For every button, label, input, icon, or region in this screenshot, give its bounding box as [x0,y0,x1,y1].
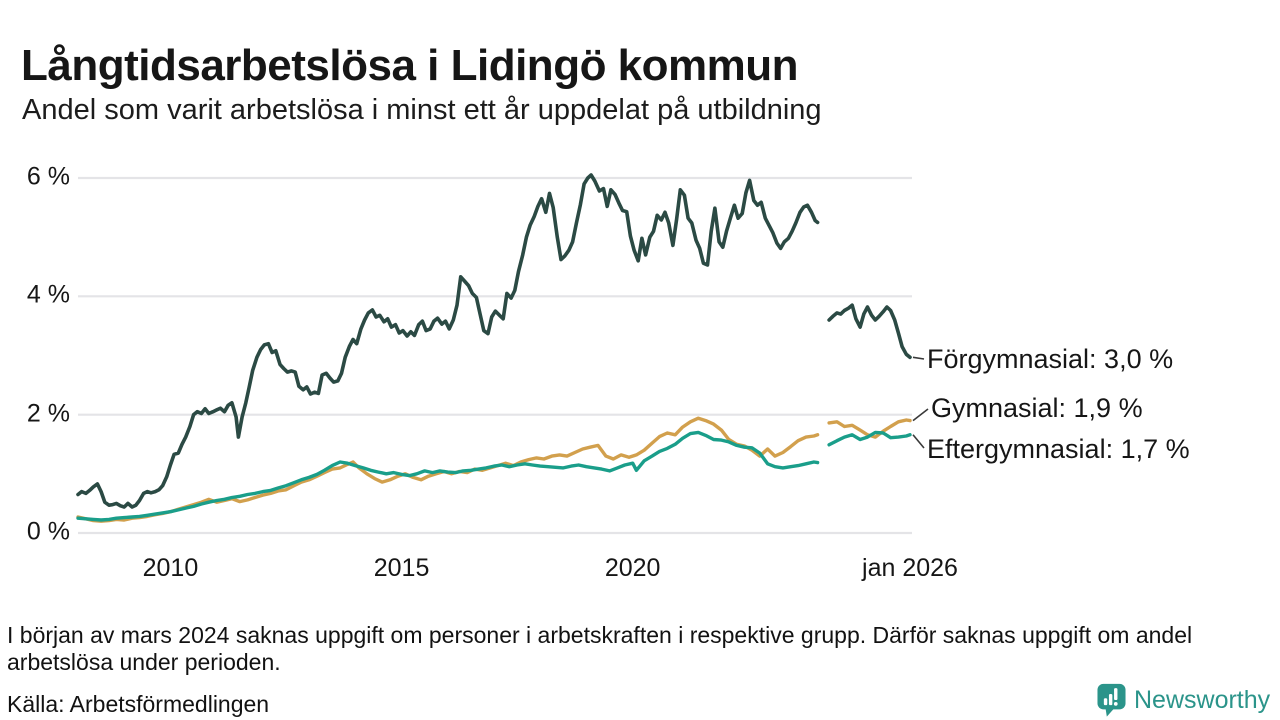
x-tick-label-2010: 2010 [142,554,199,582]
label-connector-gymnasial [912,408,929,422]
x-tick-label-jan-2026: jan 2026 [862,554,958,582]
x-tick-label-2020: 2020 [604,554,661,582]
series-line-förgymnasial [76,173,820,509]
page-subtitle: Andel som varit arbetslösa i minst ett å… [22,94,822,126]
source-attribution: Källa: Arbetsförmedlingen [7,691,270,717]
newsworthy-logo-text: Newsworthy [1134,685,1271,714]
y-tick-label-4: 4 % [26,280,70,309]
label-connector-förgymnasial [912,356,925,360]
series-end-label-forgymnasial: Förgymnasial: 3,0 % [927,344,1174,374]
newsworthy-logo: Newsworthy [1096,683,1270,717]
y-tick-label-0: 0 % [26,517,70,546]
label-connector-eftergymnasial [912,434,925,449]
series-line-eftergymnasial [827,430,912,447]
page-title: Långtidsarbetslösa i Lidingö kommun [21,41,799,91]
x-tick-label-2015: 2015 [373,554,430,582]
chart-footnote: I början av mars 2024 saknas uppgift om … [7,622,1193,675]
y-tick-label-6: 6 % [26,162,70,191]
y-tick-label-2: 2 % [26,398,70,427]
series-line-eftergymnasial [76,430,820,522]
series-end-label-eftergymnasial: Eftergymnasial: 1,7 % [927,434,1190,464]
series-line-förgymnasial [827,303,912,360]
newsworthy-pin-icon [1096,683,1127,717]
series-end-label-gymnasial: Gymnasial: 1,9 % [931,393,1143,423]
